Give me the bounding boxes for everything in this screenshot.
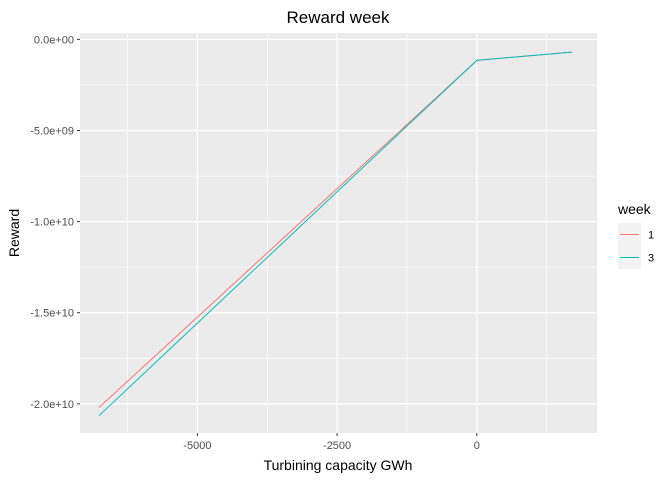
y-tick-label: -2.0e+10: [30, 399, 74, 411]
y-tick-label: -5.0e+09: [30, 125, 74, 137]
y-tick-label: 0.0e+00: [34, 34, 74, 46]
legend: week 13: [617, 201, 654, 269]
legend-keys: 13: [618, 223, 654, 269]
y-axis-title: Reward: [6, 209, 22, 257]
series-lines: [98, 51, 572, 417]
y-tick-label: -1.5e+10: [30, 308, 74, 320]
legend-title: week: [617, 201, 652, 217]
x-tick-label: -2500: [323, 440, 351, 452]
x-tick-label: 0: [474, 440, 480, 452]
minor-gridlines: [80, 33, 597, 433]
chart-title: Reward week: [287, 8, 390, 27]
y-tick-label: -1.0e+10: [30, 217, 74, 229]
legend-label: 1: [648, 230, 654, 242]
plot-panel: [80, 33, 597, 433]
series-line-week-3: [98, 51, 572, 417]
x-axis-ticks: -5000 -2500 0: [183, 433, 480, 452]
y-axis-ticks: 0.0e+00 -5.0e+09 -1.0e+10 -1.5e+10 -2.0e+10: [30, 34, 80, 411]
x-tick-label: -5000: [183, 440, 211, 452]
x-axis-title: Turbining capacity GWh: [264, 457, 413, 473]
major-gridlines: [80, 33, 597, 433]
legend-label: 3: [648, 253, 654, 265]
